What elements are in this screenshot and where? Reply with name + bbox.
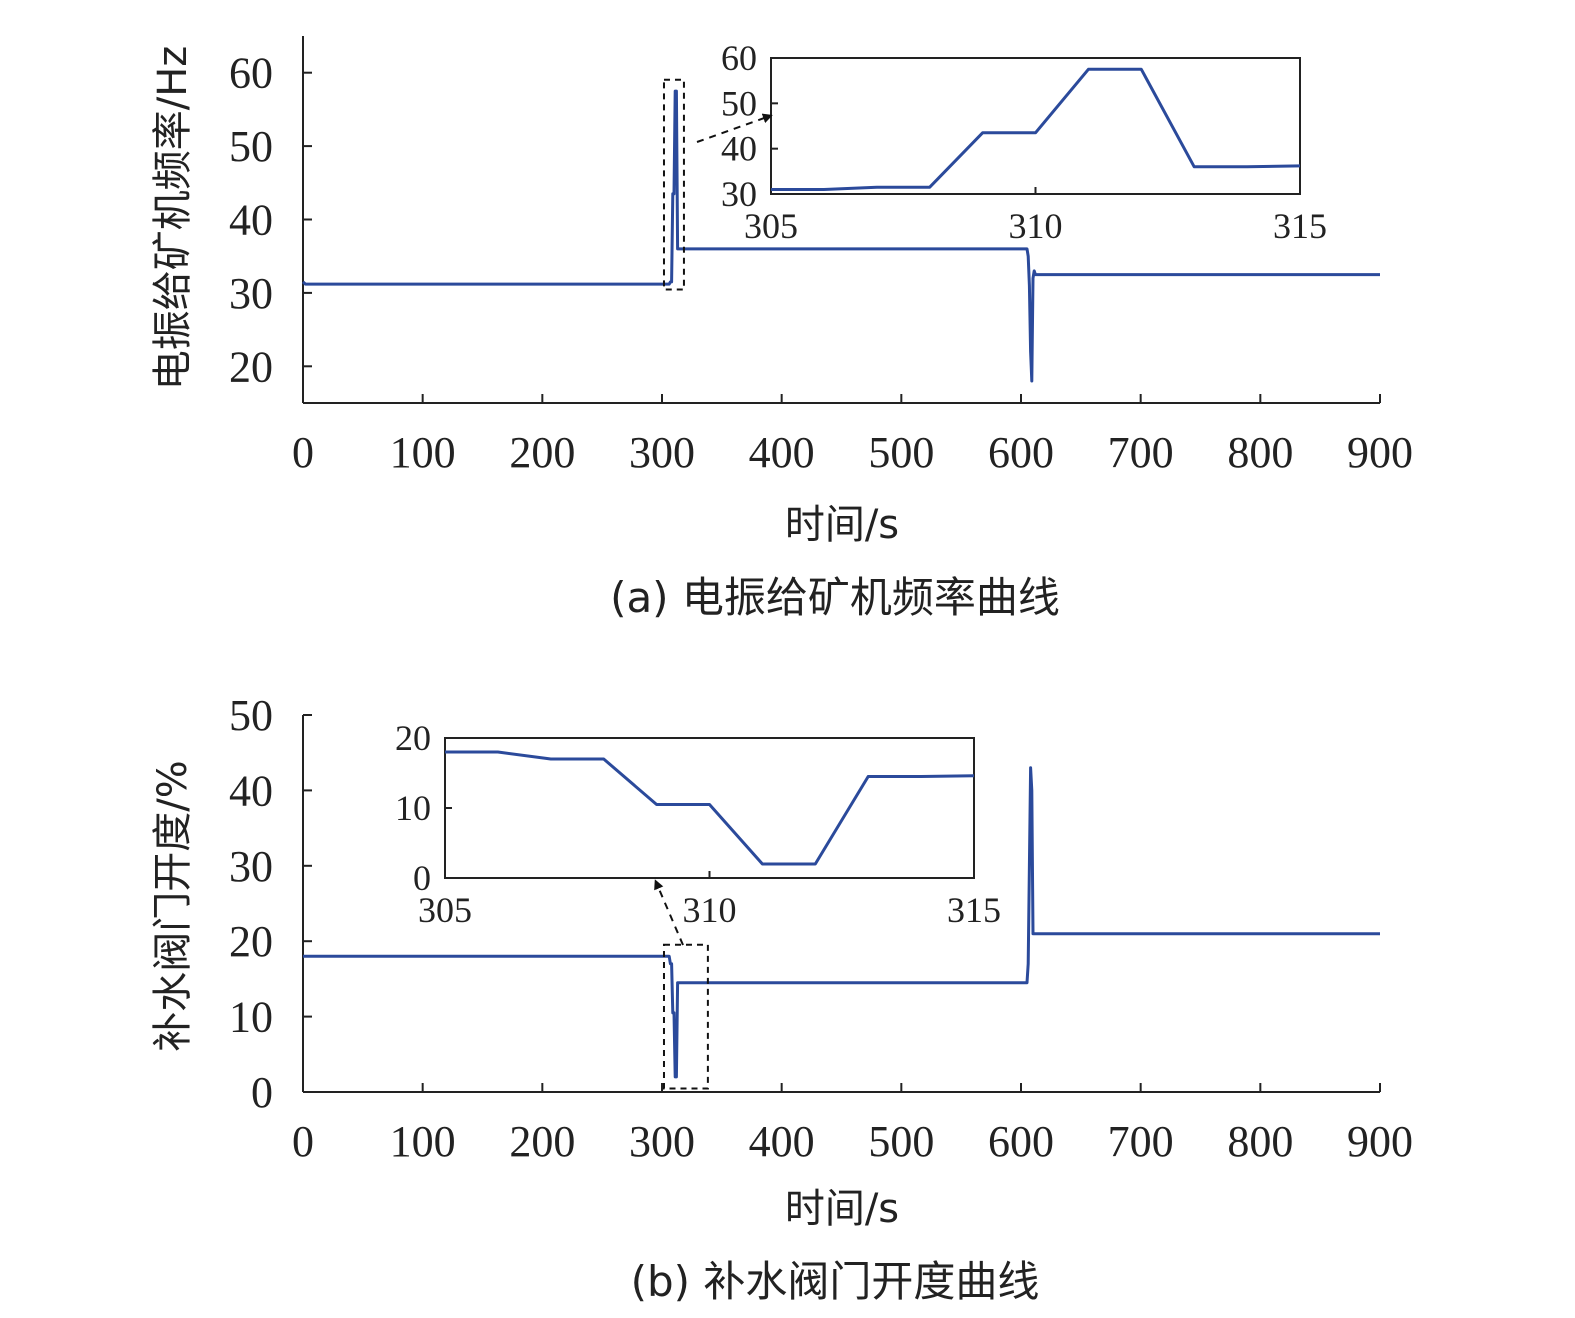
chart-b-y-axis-label: 补水阀门开度/% <box>150 760 196 1051</box>
chart-a-x-tick-label: 300 <box>629 428 695 477</box>
chart-b-x-tick-label: 100 <box>390 1117 456 1166</box>
chart-b-y-tick-label: 0 <box>251 1068 273 1117</box>
chart-b-y-tick-label: 50 <box>229 691 273 740</box>
chart-b-y-tick-label: 40 <box>229 766 273 815</box>
chart-a-series-line <box>301 89 1380 383</box>
chart-b-inset: 305 310 315 0 10 20 <box>395 718 1001 946</box>
chart-a-y-tick-label: 30 <box>229 269 273 318</box>
chart-a-x-tick-label: 900 <box>1347 428 1413 477</box>
chart-b-x-tick-label: 400 <box>749 1117 815 1166</box>
chart-b-valve-opening: 0 100 200 300 400 500 600 700 800 90001020304050 … <box>150 691 1413 1306</box>
chart-a-x-tick-label: 700 <box>1108 428 1174 477</box>
chart-b-inset-y-tick-label: 0 <box>413 858 431 898</box>
chart-b-inset-y-tick-label: 10 <box>395 788 431 828</box>
chart-a-y-tick-label: 50 <box>229 122 273 171</box>
chart-b-caption: (b) 补水阀门开度曲线 <box>631 1257 1040 1306</box>
chart-b-x-tick-label: 800 <box>1227 1117 1293 1166</box>
chart-a-zoom-region-box <box>662 78 685 291</box>
chart-b-x-axis-label: 时间/s <box>785 1186 899 1232</box>
chart-b-x-tick-label: 200 <box>509 1117 575 1166</box>
chart-a-x-tick-label: 800 <box>1227 428 1293 477</box>
chart-a-x-tick-label: 200 <box>509 428 575 477</box>
chart-a-x-axis-label: 时间/s <box>785 502 899 548</box>
chart-a-inset-x-tick-label: 315 <box>1273 206 1327 246</box>
chart-b-zoom-region-box <box>662 943 709 1090</box>
chart-a-x-tick-label: 500 <box>868 428 934 477</box>
chart-a-inset-x-tick-label: 305 <box>744 206 798 246</box>
chart-a-inset-series-line <box>771 67 1301 191</box>
chart-b-inset-x-tick-label: 315 <box>947 890 1001 930</box>
chart-b-series-line <box>303 766 1380 1079</box>
chart-a-x-tick-label: 600 <box>988 428 1054 477</box>
chart-b-inset-frame <box>444 737 975 879</box>
chart-a-inset-y-tick-label: 60 <box>721 38 757 78</box>
chart-a-inset-frame <box>770 57 1301 195</box>
chart-b-x-tick-label: 600 <box>988 1117 1054 1166</box>
chart-a-axes: 0 100 200 300 400 500 600 700 800 900 20 30 40 50 60 <box>229 36 1413 477</box>
chart-b-inset-x-tick-label: 310 <box>683 890 737 930</box>
chart-b-x-tick-label: 700 <box>1108 1117 1174 1166</box>
chart-a-inset-y-tick-label: 30 <box>721 174 757 214</box>
chart-a-inset-y-tick-label: 50 <box>721 83 757 123</box>
chart-b-y-tick-label: 10 <box>229 993 273 1042</box>
chart-b-y-tick-label: 20 <box>229 917 273 966</box>
chart-a-y-axis-label: 电振给矿机频率/Hz <box>150 46 196 391</box>
chart-b-y-tick-label: 30 <box>229 842 273 891</box>
chart-a-plot <box>301 78 1380 383</box>
chart-b-inset-x-tick-label: 305 <box>418 890 472 930</box>
chart-a-x-tick-label: 0 <box>292 428 314 477</box>
chart-a-y-tick-label: 60 <box>229 49 273 98</box>
chart-b-zoom-arrow <box>654 879 684 946</box>
chart-a-x-tick-label: 400 <box>749 428 815 477</box>
chart-a-y-tick-label: 40 <box>229 196 273 245</box>
chart-b-inset-y-tick-label: 20 <box>395 718 431 758</box>
chart-a-y-tick-label: 20 <box>229 342 273 391</box>
chart-a-caption: (a) 电振给矿机频率曲线 <box>610 573 1060 622</box>
chart-b-x-tick-label: 500 <box>868 1117 934 1166</box>
chart-a-inset: 305 310 315 30 40 50 60 <box>696 38 1327 246</box>
chart-a-frequency: 0 100 200 300 400 500 600 700 800 900 20 30 40 50 60 3… <box>150 36 1413 622</box>
chart-a-inset-x-tick-label: 310 <box>1009 206 1063 246</box>
chart-a-inset-y-tick-label: 40 <box>721 129 757 169</box>
chart-a-x-tick-label: 100 <box>390 428 456 477</box>
chart-b-x-tick-label: 300 <box>629 1117 695 1166</box>
chart-b-inset-series-line <box>445 750 975 866</box>
chart-b-x-tick-label: 0 <box>292 1117 314 1166</box>
chart-b-plot <box>303 766 1380 1090</box>
chart-b-x-tick-label: 900 <box>1347 1117 1413 1166</box>
